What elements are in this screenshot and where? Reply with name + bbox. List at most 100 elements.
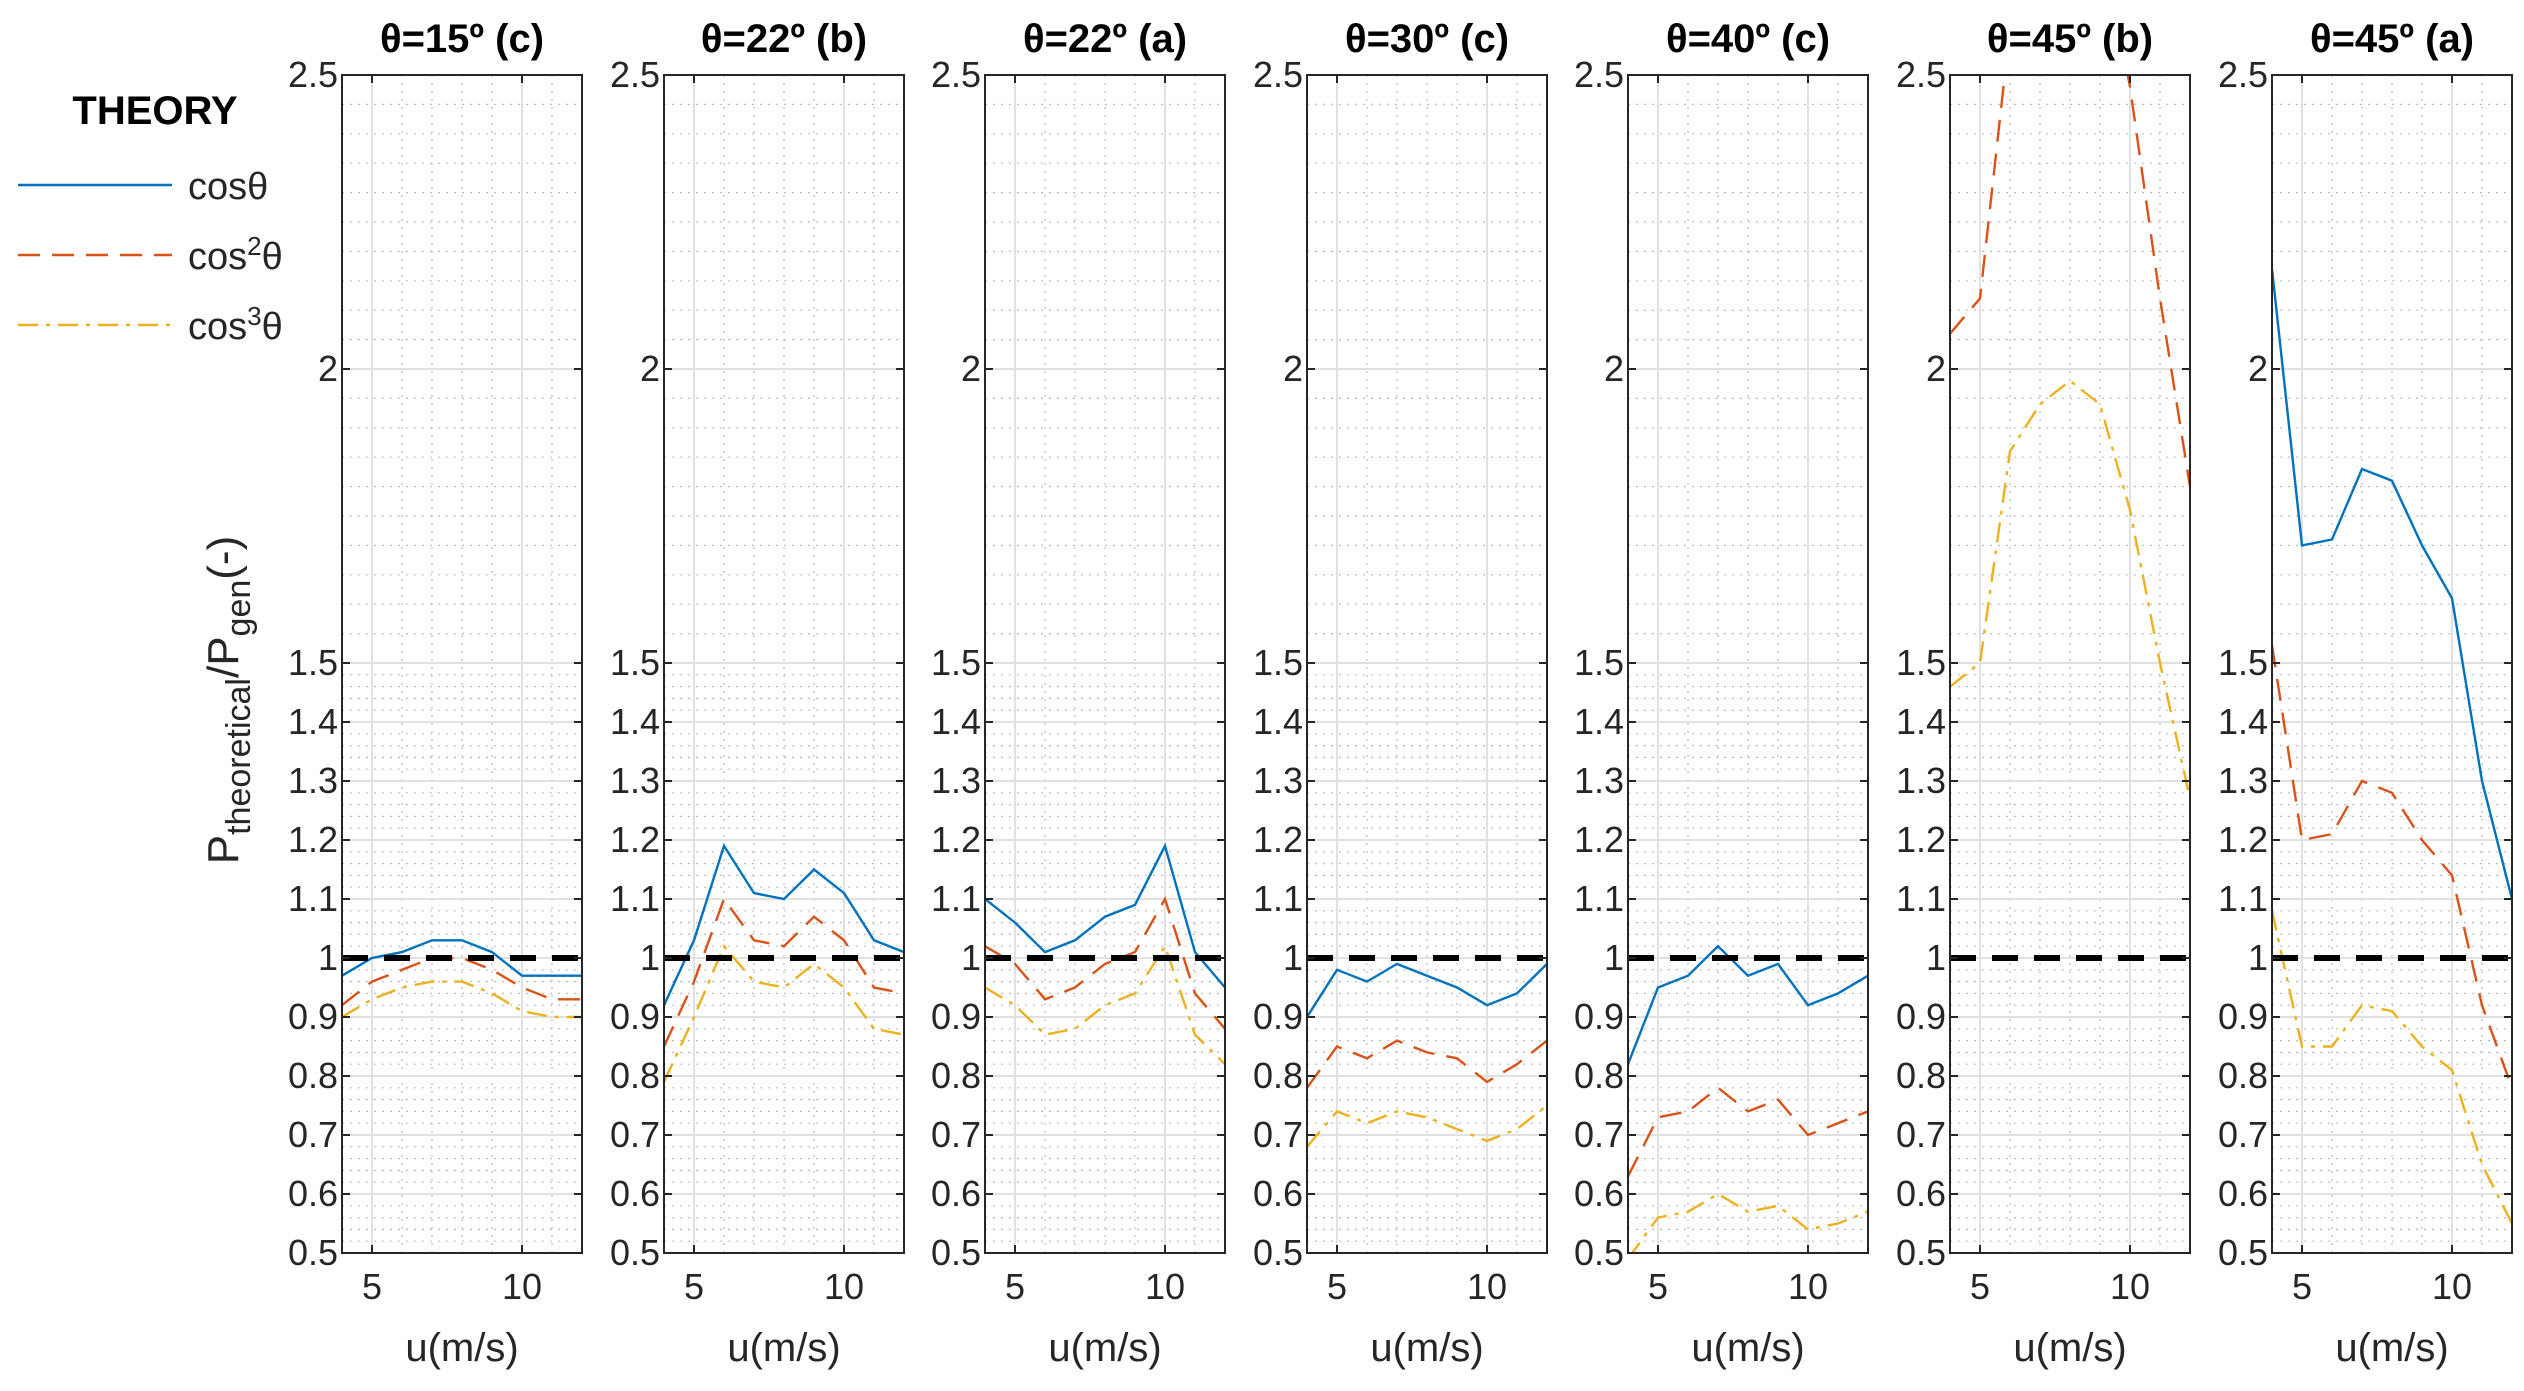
y-tick-label: 1.2 [610,819,660,860]
panel-title: θ=45º (a) [2310,17,2474,61]
x-tick-label: 5 [1970,1266,1990,1307]
y-tick-label: 1.5 [288,642,338,683]
series-cos-line [985,842,1225,989]
y-tick-label: 1.3 [931,760,981,801]
series-cos3-line [1630,1192,1868,1253]
y-tick-label: 0.6 [931,1173,981,1214]
y-tick-label: 1.4 [1574,701,1624,742]
y-tick-label: 1.4 [1253,701,1303,742]
series-cos2-line [342,956,582,1007]
panel-4: 0.5 0.6 0.7 0.8 0.9 1 1.1 1.2 1.3 1.4 1.5 2 2.5 5 10 u(… [1253,17,1548,1370]
y-tick-label: 0.8 [2218,1055,2268,1096]
y-tick-label: 1.4 [931,701,981,742]
y-tick-label: 1 [2248,937,2268,978]
y-tick-label: 2.5 [1574,54,1624,95]
y-tick-label: 1 [318,937,338,978]
y-tick-label: 1.2 [1574,819,1624,860]
panel-title: θ=22º (a) [1023,17,1187,61]
series-cos3-line [985,943,1225,1066]
y-tick-label: 2 [1283,348,1303,389]
y-tick-label: 1.1 [288,878,338,919]
y-tick-label: 1.5 [1253,642,1303,683]
y-tick-label: 0.5 [2218,1232,2268,1273]
x-tick-label: 5 [2292,1266,2312,1307]
y-tick-label: 1.5 [1896,642,1946,683]
x-axis-label: u(m/s) [727,1326,840,1370]
y-tick-label: 0.9 [1896,996,1946,1037]
y-tick-label: 0.7 [610,1114,660,1155]
y-tick-label: 0.8 [1253,1055,1303,1096]
series-cos2-line [1950,75,2190,487]
y-tick-label: 1.1 [1574,878,1624,919]
y-tick-label: 2.5 [931,54,981,95]
y-tick-label: 1.3 [2218,760,2268,801]
y-tick-label: 0.6 [288,1173,338,1214]
y-tick-label: 0.6 [610,1173,660,1214]
y-tick-label: 0.5 [288,1232,338,1273]
x-tick-label: 5 [684,1266,704,1307]
series-cos3-line [1307,1104,1547,1148]
legend: THEORY cosθ cos2θ cos3θ [18,89,283,348]
x-tick-label: 10 [2432,1266,2472,1307]
panels: 0.5 0.6 0.7 0.8 0.9 1 1.1 1.2 1.3 1.4 1.5 2 2.5 5 10 u(… [288,17,2513,1370]
y-tick-label: 1 [640,937,660,978]
x-tick-label: 10 [1788,1266,1828,1307]
data-lines [1950,75,2190,799]
data-lines [1628,944,1868,1253]
y-tick-label: 2.5 [288,54,338,95]
y-tick-label: 0.8 [1896,1055,1946,1096]
x-tick-label: 5 [1005,1266,1025,1307]
y-tick-label: 0.9 [1253,996,1303,1037]
y-tick-label: 1.1 [931,878,981,919]
y-tick-label: 2.5 [1896,54,1946,95]
y-tick-label: 0.7 [931,1114,981,1155]
y-tick-label: 1 [1926,937,1946,978]
y-tick-label: 2.5 [2218,54,2268,95]
x-axis-label: u(m/s) [1691,1326,1804,1370]
x-axis-label: u(m/s) [405,1326,518,1370]
series-cos-line [1628,944,1868,1065]
x-tick-label: 10 [824,1266,864,1307]
y-tick-label: 0.9 [288,996,338,1037]
y-tick-label: 0.8 [610,1055,660,1096]
x-tick-label: 5 [362,1266,382,1307]
y-tick-label: 2.5 [1253,54,1303,95]
panel-2: 0.5 0.6 0.7 0.8 0.9 1 1.1 1.2 1.3 1.4 1.5 2 2.5 5 10 u(… [610,17,905,1370]
y-tick-label: 0.6 [1574,1173,1624,1214]
y-tick-label: 0.6 [1253,1173,1303,1214]
y-tick-label: 0.7 [1253,1114,1303,1155]
panel-6: 0.5 0.6 0.7 0.8 0.9 1 1.1 1.2 1.3 1.4 1.5 2 2.5 5 10 u(… [1896,17,2191,1370]
series-cos2-line [2272,645,2512,1089]
panel-title: θ=22º (b) [701,17,867,61]
y-tick-label: 0.8 [1574,1055,1624,1096]
y-tick-label: 0.6 [2218,1173,2268,1214]
data-lines [1307,962,1547,1148]
series-cos-line [664,843,904,1006]
y-tick-label: 2 [1926,348,1946,389]
y-tick-label: 1.5 [931,642,981,683]
panel-title: θ=30º (c) [1345,17,1509,61]
y-tick-label: 2 [640,348,660,389]
series-cos-line [342,939,582,977]
y-axis-label: Ptheoretical/Pgen(-) [199,536,258,865]
y-tick-label: 0.5 [1574,1232,1624,1273]
y-tick-label: 1.3 [1896,760,1946,801]
series-cos3-line [1950,379,2190,799]
y-tick-label: 1.3 [288,760,338,801]
x-tick-label: 10 [1467,1266,1507,1307]
data-lines [2272,268,2512,1225]
panel-5: 0.5 0.6 0.7 0.8 0.9 1 1.1 1.2 1.3 1.4 1.5 2 2.5 5 10 u(… [1574,17,1869,1370]
panel-title: θ=45º (b) [1987,17,2153,61]
y-tick-label: 1.4 [2218,701,2268,742]
panel-title: θ=15º (c) [380,17,544,61]
x-tick-label: 5 [1327,1266,1347,1307]
data-lines [342,939,582,1019]
y-tick-label: 0.9 [610,996,660,1037]
y-tick-label: 0.5 [1253,1232,1303,1273]
x-tick-label: 10 [502,1266,542,1307]
y-tick-label: 1.2 [2218,819,2268,860]
y-tick-label: 0.7 [288,1114,338,1155]
y-tick-label: 1 [961,937,981,978]
y-tick-label: 0.7 [1896,1114,1946,1155]
